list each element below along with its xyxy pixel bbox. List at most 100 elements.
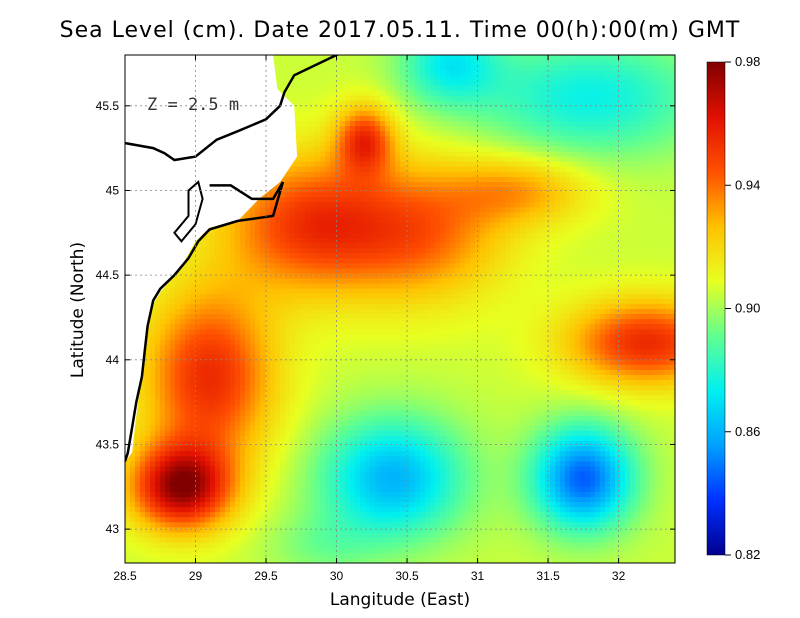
heatmap-cell <box>275 248 281 254</box>
heatmap-cell <box>570 146 576 153</box>
heatmap-cell <box>650 126 656 132</box>
heatmap-cell <box>330 258 336 264</box>
heatmap-cell <box>295 166 301 173</box>
heatmap-cell <box>665 253 671 259</box>
heatmap-cell <box>570 278 576 285</box>
heatmap-cell <box>385 146 391 153</box>
heatmap-cell <box>330 248 336 254</box>
heatmap-cell <box>615 85 621 92</box>
heatmap-cell <box>480 110 486 117</box>
heatmap-cell <box>325 192 331 198</box>
heatmap-cell <box>335 283 341 290</box>
heatmap-cell <box>465 207 471 214</box>
heatmap-cell <box>585 207 591 214</box>
heatmap-cell <box>660 115 666 122</box>
heatmap-cell <box>635 217 641 224</box>
heatmap-cell <box>430 227 436 234</box>
heatmap-cell <box>325 146 331 153</box>
heatmap-cell <box>625 85 631 92</box>
heatmap-cell <box>435 65 441 71</box>
heatmap-cell <box>620 80 626 87</box>
heatmap-cell <box>620 171 626 178</box>
heatmap-cell <box>335 115 341 122</box>
heatmap-cell <box>370 182 376 188</box>
heatmap-cell <box>535 90 541 97</box>
heatmap-cell <box>485 253 491 259</box>
heatmap-cell <box>500 70 506 76</box>
heatmap-cell <box>590 242 596 249</box>
heatmap-cell <box>315 161 321 168</box>
heatmap-cell <box>315 131 321 137</box>
heatmap-cell <box>480 141 486 148</box>
heatmap-cell <box>595 263 601 269</box>
heatmap-cell <box>670 141 675 148</box>
heatmap-cell <box>460 121 466 127</box>
heatmap-cell <box>665 110 671 117</box>
heatmap-cell <box>560 90 566 97</box>
heatmap-cell <box>390 126 396 132</box>
heatmap-cell <box>265 278 271 285</box>
heatmap-cell <box>415 90 421 97</box>
heatmap-cell <box>225 227 231 234</box>
heatmap-cell <box>360 207 366 214</box>
heatmap-cell <box>385 75 391 81</box>
heatmap-cell <box>500 192 506 198</box>
heatmap-cell <box>600 100 606 107</box>
heatmap-cell <box>460 151 466 158</box>
heatmap-cell <box>575 85 581 92</box>
heatmap-cell <box>585 263 591 269</box>
heatmap-cell <box>660 166 666 173</box>
heatmap-cell <box>620 217 626 224</box>
heatmap-cell <box>310 232 316 239</box>
heatmap-cell <box>450 278 456 285</box>
heatmap-cell <box>655 222 661 229</box>
heatmap-cell <box>630 212 636 219</box>
heatmap-cell <box>460 70 466 76</box>
heatmap-cell <box>485 115 491 122</box>
heatmap-cell <box>670 176 675 183</box>
heatmap-cell <box>655 115 661 122</box>
heatmap-cell <box>525 105 531 112</box>
heatmap-cell <box>300 171 306 178</box>
heatmap-cell <box>380 171 386 178</box>
heatmap-cell <box>545 100 551 107</box>
heatmap-cell <box>380 131 386 137</box>
heatmap-cell <box>485 105 491 112</box>
heatmap-cell <box>575 95 581 102</box>
heatmap-cell <box>455 242 461 249</box>
heatmap-cell <box>515 105 521 112</box>
heatmap-cell <box>345 242 351 249</box>
heatmap-cell <box>660 55 666 61</box>
heatmap-cell <box>390 273 396 280</box>
heatmap-cell <box>290 95 296 102</box>
heatmap-cell <box>460 273 466 280</box>
heatmap-cell <box>665 207 671 214</box>
heatmap-cell <box>600 237 606 244</box>
heatmap-cell <box>350 202 356 208</box>
heatmap-cell <box>340 105 346 112</box>
heatmap-cell <box>540 60 546 66</box>
heatmap-cell <box>295 151 301 158</box>
heatmap-cell <box>560 80 566 87</box>
heatmap-cell <box>305 166 311 173</box>
heatmap-cell <box>340 151 346 158</box>
heatmap-cell <box>320 227 326 234</box>
heatmap-cell <box>640 182 646 188</box>
heatmap-cell <box>575 166 581 173</box>
heatmap-cell <box>335 70 341 76</box>
heatmap-cell <box>540 156 546 163</box>
heatmap-cell <box>635 268 641 275</box>
heatmap-cell <box>460 217 466 224</box>
heatmap-cell <box>480 131 486 137</box>
heatmap-cell <box>515 187 521 193</box>
heatmap-cell <box>615 253 621 259</box>
heatmap-cell <box>415 60 421 66</box>
heatmap-cell <box>600 156 606 163</box>
heatmap-cell <box>520 273 526 280</box>
heatmap-cell <box>370 100 376 107</box>
heatmap-cell <box>515 217 521 224</box>
heatmap-cell <box>635 55 641 61</box>
heatmap-cell <box>650 278 656 285</box>
heatmap-cell <box>380 115 386 122</box>
heatmap-cell <box>335 187 341 193</box>
